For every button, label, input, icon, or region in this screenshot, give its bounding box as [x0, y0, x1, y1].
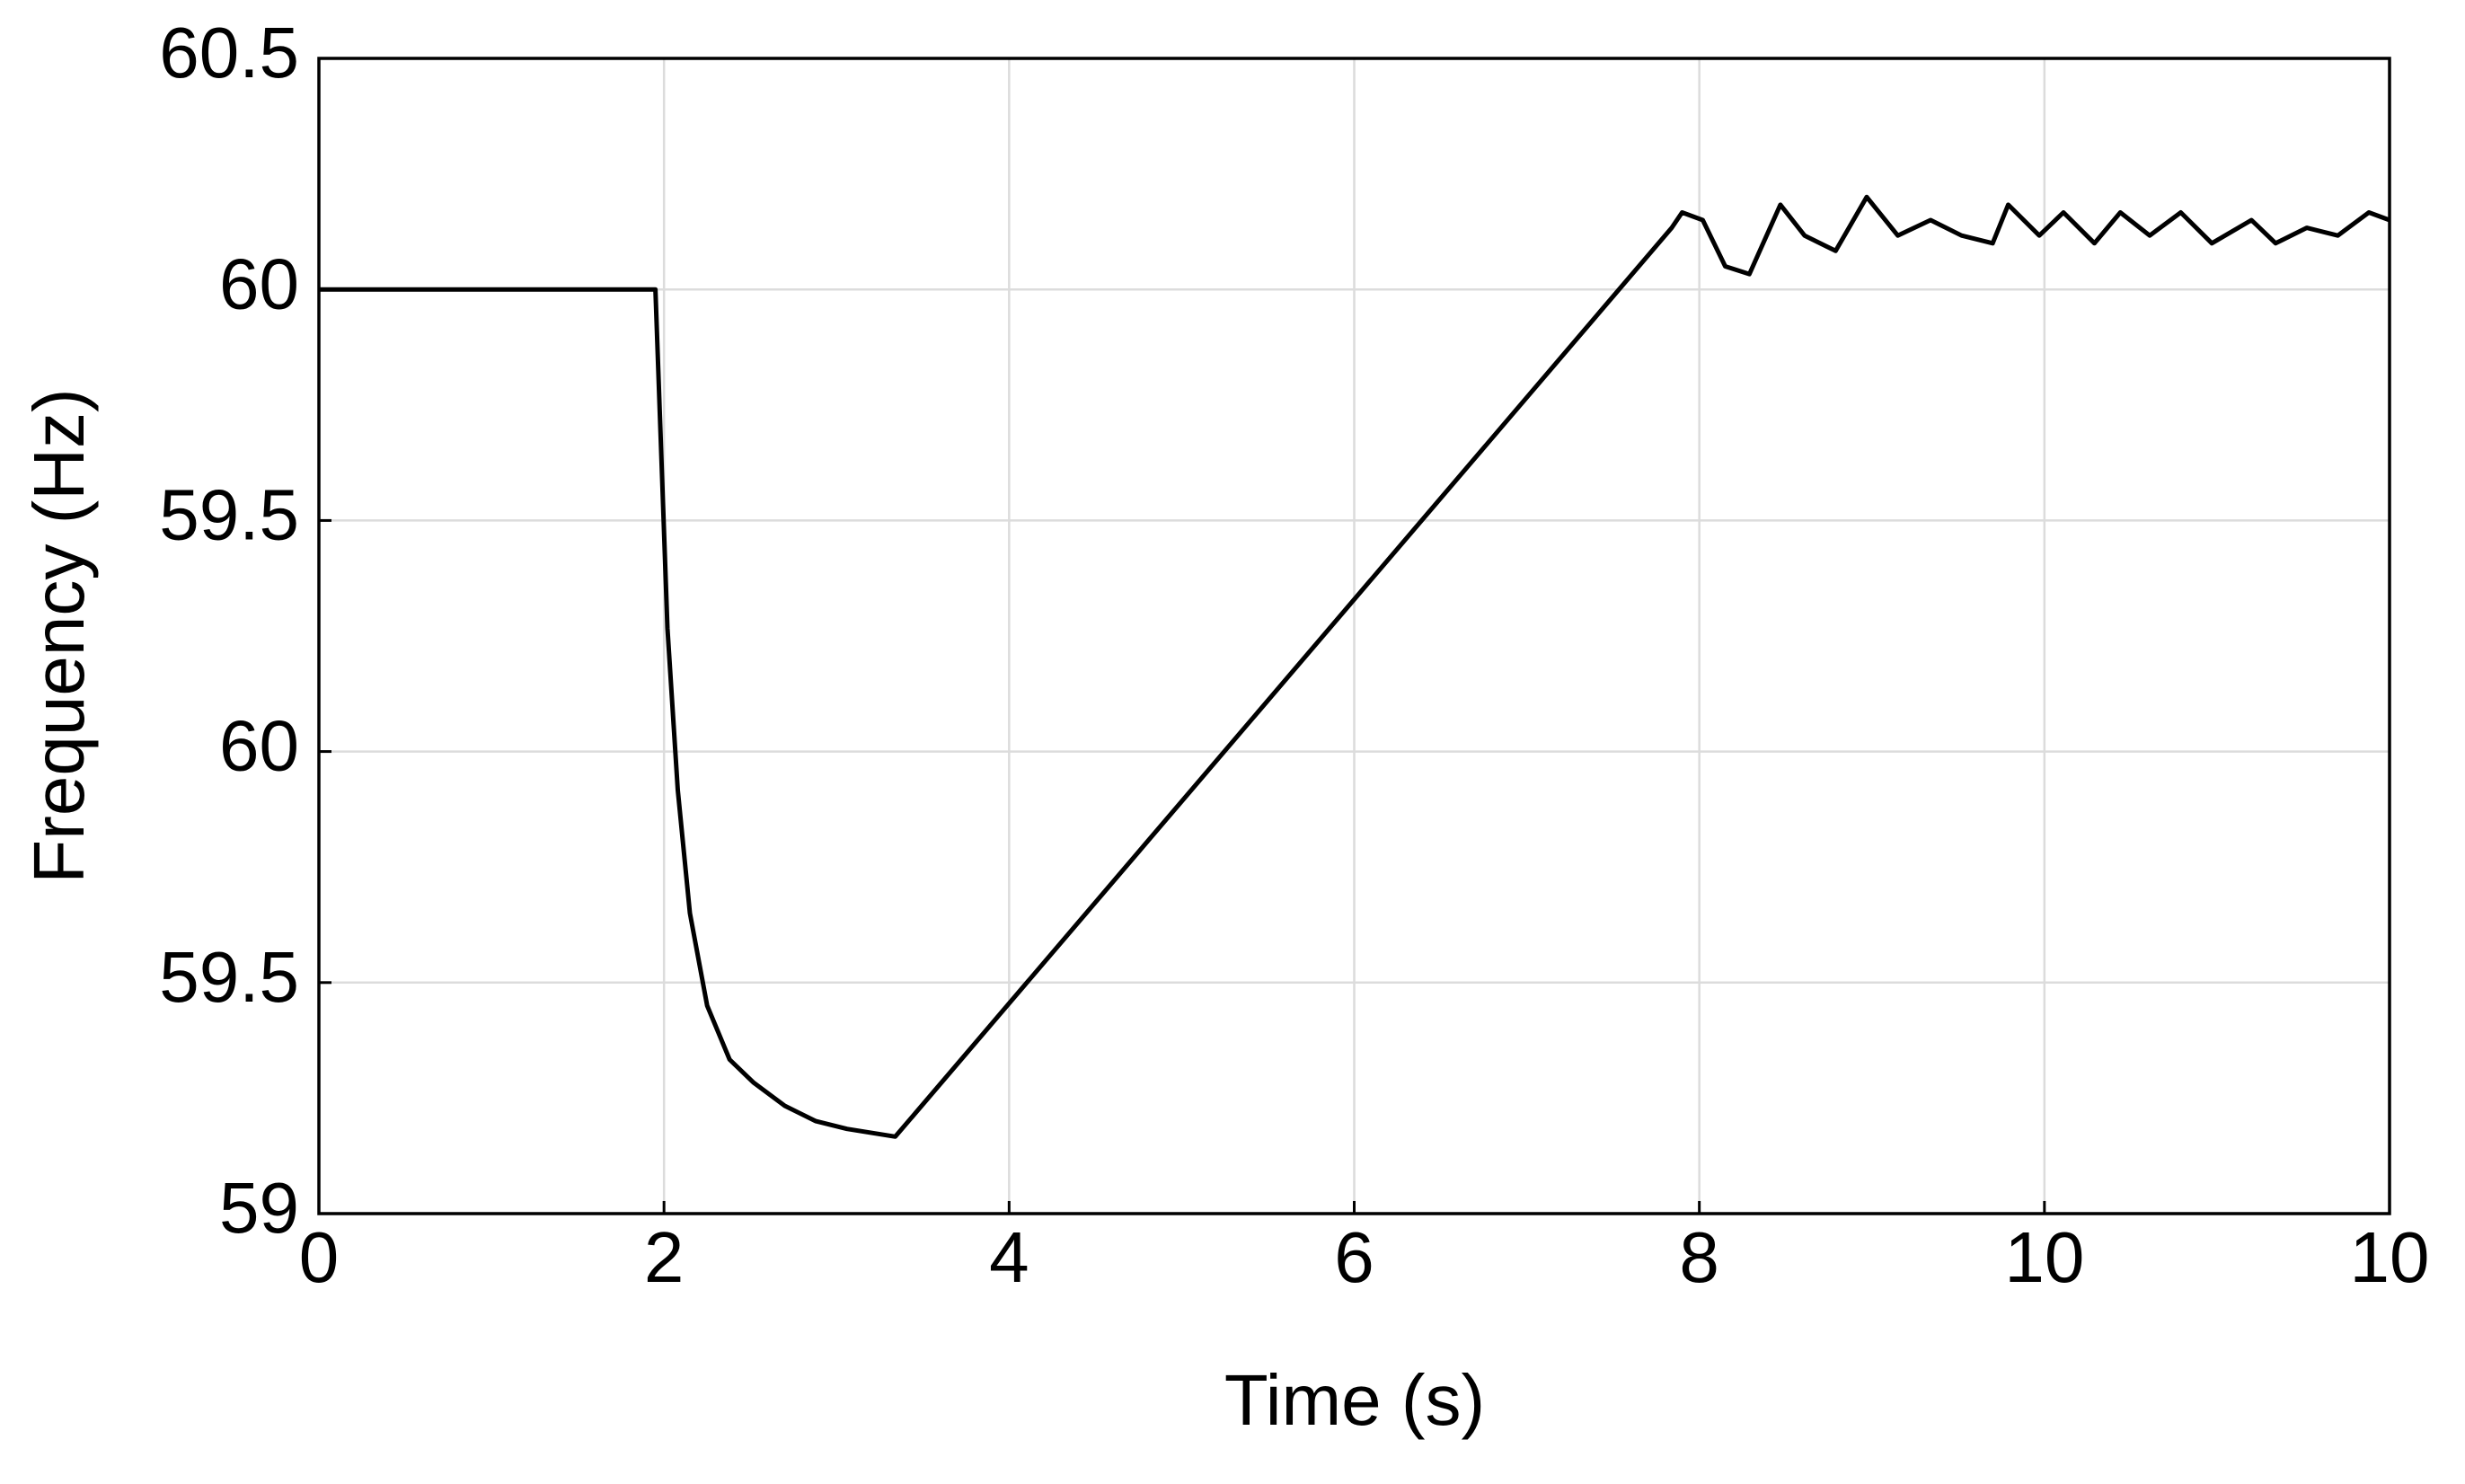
data-line	[319, 194, 2390, 1139]
x-axis-label: Time (s)	[1224, 1360, 1485, 1440]
y-axis-label: Frequency (Hz)	[19, 388, 99, 883]
x-tick-label: 8	[1679, 1217, 1719, 1297]
y-tick-label: 60	[219, 243, 299, 323]
plot-frame	[317, 57, 2391, 1215]
x-tick-label: 0	[299, 1217, 340, 1297]
y-tick-label: 60.5	[159, 13, 299, 93]
y-tick-label: 59.5	[159, 475, 299, 555]
x-tick-label: 10	[2350, 1217, 2430, 1297]
x-tick-label: 10	[2004, 1217, 2084, 1297]
x-tick-label: 6	[1334, 1217, 1374, 1297]
x-tick-label: 2	[644, 1217, 685, 1297]
y-tick-label: 59.5	[159, 937, 299, 1017]
y-tick-label: 59	[219, 1168, 299, 1248]
y-tick-label: 60	[219, 706, 299, 786]
x-tick-label: 4	[989, 1217, 1029, 1297]
